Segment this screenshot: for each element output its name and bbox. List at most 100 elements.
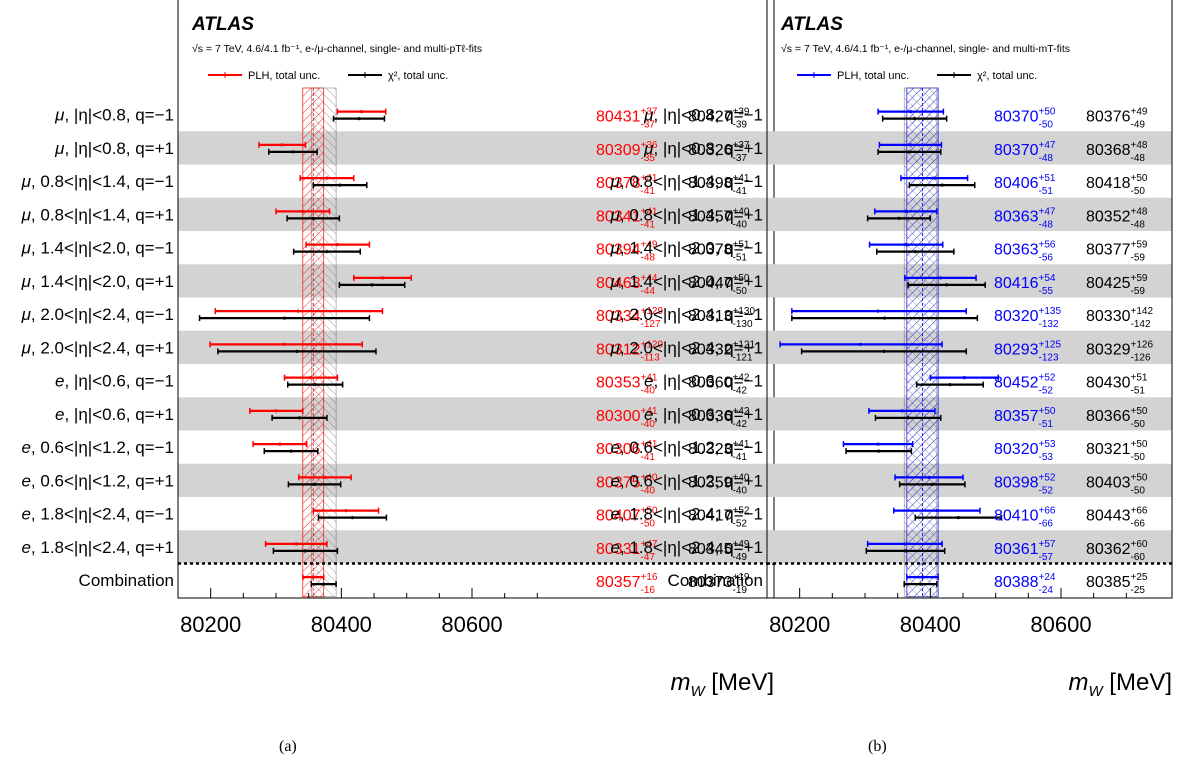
plh-value: 80357+16 -16 [596,572,658,596]
x-tick-label: 80200 [769,612,830,637]
chi2-point [907,150,912,154]
chi2-point [350,516,355,520]
row-label: e, 1.8<|η|<2.4, q=−1 [21,505,174,524]
chi2-value: 80425+59 -59 [1086,273,1148,297]
row-shade [767,530,1172,564]
plh-point [900,409,904,413]
chi2-value: 80313+130 -130 [688,306,755,330]
plh-value: 80370+50 -50 [994,107,1056,131]
chi2-point [918,582,923,586]
x-axis-label: mW [MeV] [1068,669,1172,700]
plh-point [296,309,300,313]
chi2-point [313,383,317,387]
plh-value: 80353+41 -40 [596,373,658,397]
plh-value: 80394+49 -48 [596,240,658,264]
chi2-point [289,449,293,453]
chi2-value: 80403+50 -50 [1086,472,1148,496]
row-label: μ, 2.0<|η|<2.4, q=−1 [21,305,174,324]
plh-value: 80320+53 -53 [994,439,1056,463]
legend-label-0: PLH, total unc. [248,70,320,82]
plh-value: 80334+129 -127 [596,306,663,330]
plh-value: 80293+125 -123 [994,339,1061,363]
plh-point [311,575,315,579]
row-label: μ, |η|<0.8, q=−1 [643,106,763,125]
chi2-value: 80352+48 -48 [1086,206,1148,230]
row-label: Combination [668,571,763,590]
atlas-label: ATLAS [780,14,843,35]
legend-label-1: χ², total unc. [977,70,1037,82]
chi2-point [877,449,881,453]
plh-point [876,442,880,446]
row-label: Combination [79,571,174,590]
chi2-value: 80332+121 -121 [688,339,755,363]
row-label: μ, 0.8<|η|<1.4, q=+1 [21,205,174,224]
chi2-value: 80357+40 -40 [688,206,750,230]
row-label: μ, 1.4<|η|<2.0, q=−1 [610,239,763,258]
chi2-point [930,482,934,486]
chi2-point [291,150,295,154]
plh-point [935,509,939,513]
row-shade [767,264,1172,298]
row-shade [178,131,774,165]
plh-point [278,442,282,446]
chi2-value: 80362+60 -60 [1086,539,1148,563]
chi2-point [897,216,901,220]
plh-value: 80341+41 -41 [596,206,658,230]
row-shade [767,131,1172,165]
plh-point [939,276,943,280]
x-tick-label: 80600 [1030,612,1091,637]
chi2-value: 80427+39 -39 [688,107,750,131]
chi2-value: 80360+42 -42 [688,373,750,397]
chi2-value: 80378+51 -51 [688,240,750,264]
plh-point [344,509,348,513]
plh-point [909,110,913,114]
row-shade [767,397,1172,431]
row-label: μ, 0.8<|η|<1.4, q=−1 [610,172,763,191]
plh-point [301,209,305,213]
row-label: μ, |η|<0.8, q=+1 [643,139,763,158]
row-label: e, 1.8<|η|<2.4, q=−1 [610,505,763,524]
chi2-point [882,349,886,353]
plh-point [309,376,313,380]
plh-value: 80361+57 -57 [994,539,1056,563]
plh-value: 80388+24 -24 [994,572,1056,596]
row-label: e, 0.6<|η|<1.2, q=−1 [610,438,763,457]
plh-value: 80416+54 -55 [994,273,1056,297]
plh-value: 80331+47 -47 [596,539,658,563]
chi2-point [322,582,326,586]
chi2-combination-band [903,87,938,598]
row-label: e, 0.6<|η|<1.2, q=+1 [610,471,763,490]
row-shade [178,197,774,231]
row-label: μ, 1.4<|η|<2.0, q=+1 [610,272,763,291]
chi2-value: 80366+50 -50 [1086,406,1148,430]
plh-value: 80300+41 -40 [596,406,658,430]
chi2-value: 80398+41 -41 [688,173,750,197]
plh-value: 80463+44 -44 [596,273,658,297]
plh-value: 80375+40 -40 [596,472,658,496]
row-label: e, |η|<0.6, q=+1 [55,405,174,424]
plh-point [904,209,908,213]
x-tick-label: 80200 [180,612,241,637]
plh-value: 80370+47 -48 [994,140,1056,164]
x-tick-label: 80400 [311,612,372,637]
plot-frame [177,0,775,599]
row-label: e, |η|<0.6, q=−1 [55,372,174,391]
plh-value: 80378+41 -41 [596,173,658,197]
atlas-label: ATLAS [191,14,254,35]
chi2-value: 80417+52 -52 [688,506,750,530]
chi2-value: 80321+50 -50 [1086,439,1148,463]
panel-b: ATLAS √s = 7 TeV, 4.6/4.1 fb⁻¹, e-/μ-chan… [610,0,1173,700]
plh-point [323,475,327,479]
chi2-value: 80330+142 -142 [1086,306,1153,330]
legend-label-0: PLH, total unc. [837,70,909,82]
x-tick-label: 80400 [900,612,961,637]
chi2-value: 80336+42 -42 [688,406,750,430]
plh-value: 80363+47 -48 [994,206,1056,230]
chi2-value: 80359+40 -40 [688,472,750,496]
chi2-point [325,250,329,254]
energy-text: √s = 7 TeV, 4.6/4.1 fb⁻¹, e-/μ-channel, … [192,43,482,55]
chi2-point [913,117,917,121]
chi2-combination-band [310,87,337,598]
row-label: μ, 0.8<|η|<1.4, q=+1 [610,205,763,224]
x-tick-label: 80600 [441,612,502,637]
